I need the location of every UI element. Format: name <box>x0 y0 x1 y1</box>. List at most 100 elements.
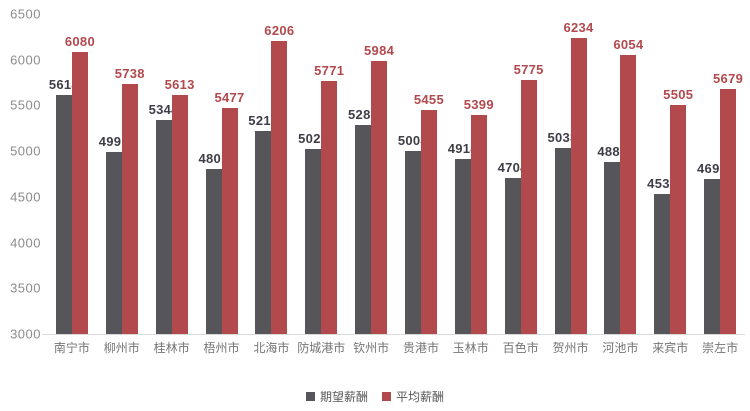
x-axis-label: 贺州市 <box>552 341 589 355</box>
bar-group: 4697 5679 <box>695 14 745 334</box>
legend: 期望薪酬 平均薪酬 <box>0 388 750 405</box>
bar-group: 4704 5775 <box>496 14 546 334</box>
average-value-label: 6206 <box>264 22 295 38</box>
bar-group: 4914 5399 <box>446 14 496 334</box>
average-value-label: 5505 <box>663 87 694 102</box>
y-axis-tick-label: 6500 <box>10 6 41 22</box>
average-value-label: 6234 <box>563 20 594 36</box>
expected-salary-bar: 4532 <box>647 176 677 334</box>
expected-value-label: 5344 <box>148 101 179 117</box>
expected-value-label: 4801 <box>198 151 229 167</box>
average-value-label: 6080 <box>64 34 95 50</box>
average-salary-bar: 6234 <box>563 20 593 334</box>
legend-item[interactable]: 期望薪酬 <box>305 388 368 405</box>
average-salary-bar: 6206 <box>264 23 294 334</box>
expected-salary-bar: 5004 <box>398 133 428 334</box>
expected-value-label: 4704 <box>497 160 528 176</box>
expected-value-label: 5023 <box>298 131 329 146</box>
y-axis-tick-label: 4500 <box>10 189 41 205</box>
average-salary-bar: 6080 <box>65 34 95 334</box>
x-axis-label: 北海市 <box>253 341 290 355</box>
x-axis-label: 崇左市 <box>702 341 739 355</box>
bar-group: 5216 6206 <box>246 14 296 334</box>
x-axis-label: 贵港市 <box>402 341 439 355</box>
expected-salary-bar: 5023 <box>298 131 328 334</box>
average-salary-bar: 5679 <box>713 71 743 334</box>
expected-salary-bar: 4914 <box>448 141 478 334</box>
expected-salary-bar: 4991 <box>99 134 129 334</box>
x-axis-label: 来宾市 <box>652 341 689 355</box>
average-salary-bar: 5455 <box>414 92 444 334</box>
legend-swatch-icon <box>382 392 391 401</box>
expected-value-label: 4883 <box>597 143 628 159</box>
average-salary-bar: 5477 <box>214 90 244 334</box>
bar-group: 4532 5505 <box>645 14 695 334</box>
expected-value-label: 4532 <box>647 175 678 191</box>
y-axis-tick-label: 3500 <box>10 280 41 296</box>
x-axis-line <box>42 334 745 335</box>
legend-label: 平均薪酬 <box>396 390 445 404</box>
average-value-label: 5984 <box>364 43 395 59</box>
average-salary-bar: 5771 <box>314 63 344 334</box>
legend-swatch-icon <box>305 392 315 401</box>
average-value-label: 6054 <box>613 36 644 52</box>
y-axis: 3000 3500 4000 4500 5000 5500 6000 6500 <box>0 0 41 360</box>
average-value-label: 5775 <box>513 62 544 78</box>
average-salary-bar: 5399 <box>464 97 494 334</box>
x-axis-label: 柳州市 <box>103 341 140 355</box>
average-value-label: 5738 <box>114 65 145 81</box>
average-value-label: 5679 <box>713 71 744 87</box>
bar-group: 5033 6234 <box>546 14 596 334</box>
expected-value-label: 5288 <box>348 106 379 122</box>
expected-salary-bar: 4883 <box>597 144 627 334</box>
average-value-label: 5399 <box>463 96 494 112</box>
y-axis-tick-label: 4000 <box>10 235 41 251</box>
y-axis-tick-label: 5000 <box>10 143 41 159</box>
expected-salary-bar: 4704 <box>498 160 527 334</box>
x-axis-label: 河池市 <box>602 341 639 355</box>
expected-value-label: 5033 <box>547 130 578 146</box>
x-axis-label: 玉林市 <box>452 341 489 355</box>
expected-value-label: 5216 <box>248 113 279 129</box>
bar-groups: 5614 6080 4991 5738 5344 5613 4801 5477 5216 6206… <box>47 14 745 334</box>
x-axis-label: 防城港市 <box>297 341 346 355</box>
bar-group: 5004 5455 <box>396 14 446 334</box>
expected-salary-bar: 5344 <box>149 102 178 334</box>
x-axis-label: 梧州市 <box>203 341 240 355</box>
expected-value-label: 5004 <box>397 132 428 148</box>
bar-group: 4801 5477 <box>197 14 247 334</box>
average-salary-bar: 5775 <box>514 62 543 334</box>
x-axis-label: 南宁市 <box>53 341 90 355</box>
y-axis-tick-label: 3000 <box>10 326 41 342</box>
average-salary-bar: 5984 <box>364 43 394 334</box>
expected-value-label: 4991 <box>98 134 129 149</box>
bar-group: 5023 5771 <box>296 14 346 334</box>
expected-value-label: 5614 <box>48 77 79 92</box>
average-salary-bar: 5738 <box>115 66 145 334</box>
bar-group: 5614 6080 <box>47 14 97 334</box>
y-axis-tick-label: 5500 <box>10 97 41 113</box>
y-axis-tick-label: 6000 <box>10 52 41 68</box>
bar-group: 5344 5613 <box>147 14 197 334</box>
plot-area: 5614 6080 4991 5738 5344 5613 4801 5477 5216 6206… <box>42 14 745 335</box>
legend-label: 期望薪酬 <box>319 390 368 404</box>
average-value-label: 5613 <box>164 77 195 93</box>
average-value-label: 5771 <box>314 62 345 78</box>
expected-salary-bar: 5033 <box>547 130 577 334</box>
bar-group: 4883 6054 <box>595 14 645 334</box>
expected-salary-bar: 5614 <box>49 77 79 334</box>
average-salary-bar: 5505 <box>663 87 693 334</box>
bar-group: 5288 5984 <box>346 14 396 334</box>
x-axis-label: 钦州市 <box>353 341 390 355</box>
legend-item[interactable]: 平均薪酬 <box>382 388 444 405</box>
average-salary-bar: 6054 <box>613 37 643 334</box>
x-axis-label: 百色市 <box>502 341 539 355</box>
x-axis-label: 桂林市 <box>153 341 190 355</box>
x-axis-labels: 南宁市 柳州市 桂林市 梧州市 北海市 防城港市 钦州市 贵港市 玉林市 百色市 贺州市 河池市 来宾市… <box>47 339 745 356</box>
average-value-label: 5455 <box>413 91 444 107</box>
expected-value-label: 4914 <box>447 141 478 156</box>
expected-salary-bar: 4697 <box>697 161 727 334</box>
expected-value-label: 4697 <box>697 160 728 176</box>
expected-salary-bar: 5288 <box>348 107 378 334</box>
